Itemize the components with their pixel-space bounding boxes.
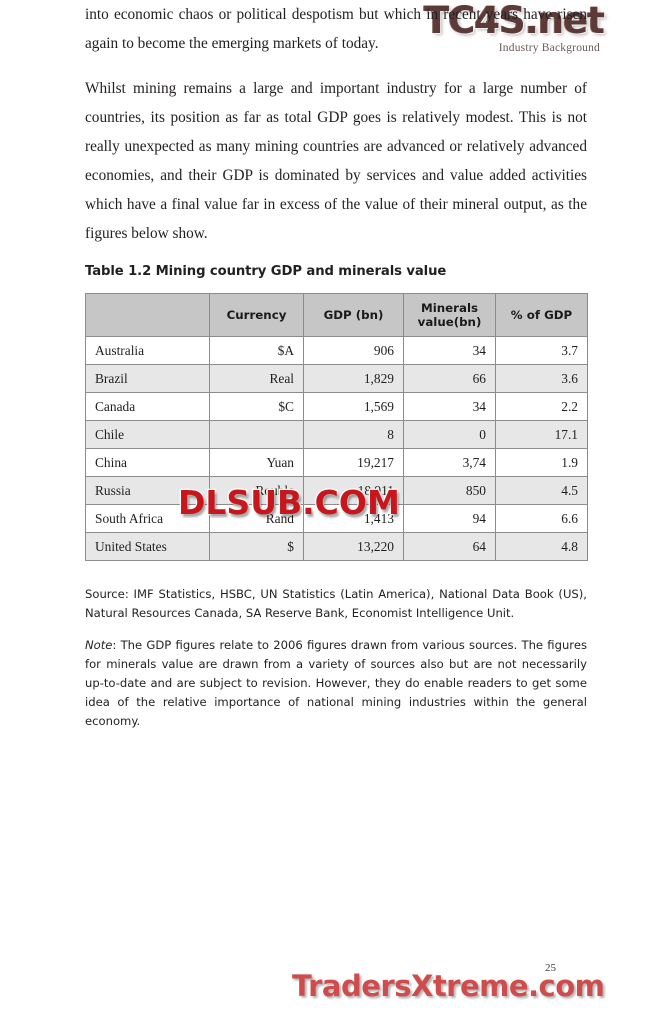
table-row: Australia $A 906 34 3.7 [85,336,588,365]
cell-pct: 17.1 [495,420,588,449]
body-paragraph-2: Whilst mining remains a large and import… [85,80,587,242]
cell-country: Canada [85,392,210,421]
cell-minerals: 64 [403,532,496,561]
cell-currency: Real [209,364,304,393]
table-row: United States $ 13,220 64 4.8 [85,532,588,561]
cell-minerals: 34 [403,392,496,421]
table-row: Canada $C 1,569 34 2.2 [85,392,588,421]
cell-country: Russia [85,476,210,505]
cell-pct: 3.7 [495,336,588,365]
table-notes: Source: IMF Statistics, HSBC, UN Statist… [85,585,587,731]
cell-pct: 1.9 [495,448,588,477]
cell-gdp: 13,220 [303,532,404,561]
cell-pct: 4.5 [495,476,588,505]
note-text: : The GDP figures relate to 2006 figures… [85,638,587,728]
cell-pct: 3.6 [495,364,588,393]
cell-minerals: 66 [403,364,496,393]
column-header-currency: Currency [209,293,304,337]
cell-minerals: 94 [403,504,496,533]
table-row: South Africa Rand 1,413 94 6.6 [85,504,588,533]
cell-currency: $C [209,392,304,421]
tradersxtreme-watermark: TradersXtreme.com [291,969,606,1003]
cell-minerals: 0 [403,420,496,449]
cell-currency: Rouble [209,476,304,505]
page-content: into economic chaos or political despoti… [85,0,588,744]
cell-minerals: 850 [403,476,496,505]
cell-country: Brazil [85,364,210,393]
cell-pct: 2.2 [495,392,588,421]
column-header-minerals: Minerals value(bn) [403,293,496,337]
cell-gdp: 19,217 [303,448,404,477]
cell-currency [209,420,304,449]
body-paragraph-1: into economic chaos or political despoti… [85,6,587,52]
column-header-pct: % of GDP [495,293,588,337]
cell-currency: $A [209,336,304,365]
cell-country: United States [85,532,210,561]
cell-gdp: 1,569 [303,392,404,421]
cell-country: Chile [85,420,210,449]
cell-minerals: 3,74 [403,448,496,477]
page-number: 25 [545,962,556,974]
cell-currency: $ [209,532,304,561]
cell-country: South Africa [85,504,210,533]
cell-gdp: 1,413 [303,504,404,533]
table-row: Russia Rouble 18,911 850 4.5 [85,476,588,505]
note-label: Note [85,638,113,652]
page-header: TC4S.net Industry Background [0,0,662,72]
column-header-country [85,293,210,337]
gdp-minerals-table: Currency GDP (bn) Minerals value(bn) % o… [85,293,588,561]
cell-gdp: 18,911 [303,476,404,505]
cell-gdp: 8 [303,420,404,449]
table-header-row: Currency GDP (bn) Minerals value(bn) % o… [85,293,588,337]
cell-currency: Yuan [209,448,304,477]
table-body: Australia $A 906 34 3.7 Brazil Real 1,82… [85,336,588,561]
column-header-gdp: GDP (bn) [303,293,404,337]
table-caption: Table 1.2 Mining country GDP and mineral… [85,264,447,279]
cell-country: Australia [85,336,210,365]
cell-minerals: 34 [403,336,496,365]
table-header: Currency GDP (bn) Minerals value(bn) % o… [85,293,588,337]
cell-currency: Rand [209,504,304,533]
site-watermark-top: TC4S.net [424,0,605,42]
cell-country: China [85,448,210,477]
cell-gdp: 1,829 [303,364,404,393]
explanatory-note: Note: The GDP figures relate to 2006 fig… [85,636,587,731]
table-row: Chile 8 0 17.1 [85,420,588,449]
cell-pct: 4.8 [495,532,588,561]
running-head: Industry Background [498,42,600,54]
table-row: China Yuan 19,217 3,74 1.9 [85,448,588,477]
cell-pct: 6.6 [495,504,588,533]
source-note: Source: IMF Statistics, HSBC, UN Statist… [85,587,587,620]
table-row: Brazil Real 1,829 66 3.6 [85,364,588,393]
cell-gdp: 906 [303,336,404,365]
